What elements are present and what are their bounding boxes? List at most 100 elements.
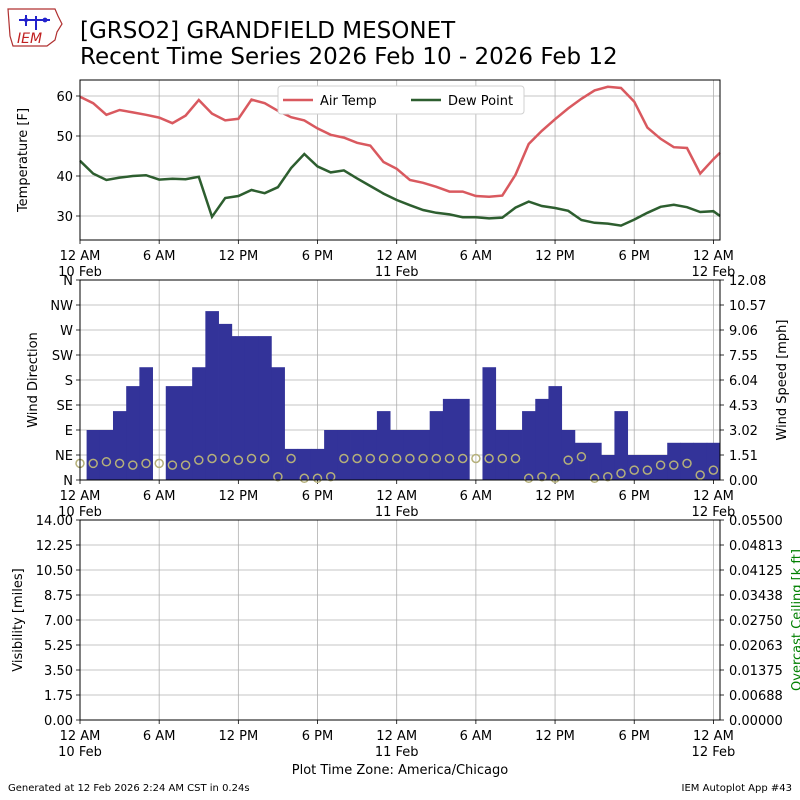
wind-direction-bar <box>693 442 708 480</box>
ceiling-tick-label: 0.01375 <box>729 664 783 679</box>
wind-direction-bar <box>231 336 246 480</box>
y-axis-label-visibility: Visibility [miles] <box>11 568 26 671</box>
ceiling-tick-label: 0.03438 <box>729 589 783 604</box>
direction-tick-label: N <box>63 274 73 289</box>
wind-speed-marker <box>405 453 415 464</box>
visibility-tick-label: 12.25 <box>36 539 73 554</box>
wind-speed-marker <box>682 458 692 469</box>
ceiling-tick-label: 0.04813 <box>729 539 783 554</box>
wind-speed-marker <box>128 460 138 470</box>
y-tick-label: 60 <box>56 90 73 105</box>
wind-direction-bar <box>297 448 312 480</box>
generated-note: Generated at 12 Feb 2026 2:24 AM CST in … <box>8 783 250 794</box>
wind-speed-marker <box>114 458 125 469</box>
wind-direction-bar <box>522 411 536 480</box>
wind-speed-marker <box>378 453 389 464</box>
x-tick-label: 6 PM <box>302 729 333 744</box>
wind-speed-marker <box>655 460 666 470</box>
x-tick-label-date: 12 Feb <box>692 265 736 280</box>
wind-speed-marker <box>207 453 217 464</box>
wind-speed-marker <box>154 458 164 469</box>
x-tick-label-date: 10 Feb <box>58 745 102 760</box>
visibility-tick-label: 0.00 <box>44 714 73 729</box>
direction-tick-label: NE <box>55 449 73 464</box>
wind-speed-marker <box>444 453 455 464</box>
x-tick-label: 6 PM <box>618 489 649 504</box>
wind-direction-bar <box>588 442 602 480</box>
x-tick-label: 12 AM <box>60 249 101 264</box>
visibility-tick-label: 3.50 <box>44 664 73 679</box>
wind-direction-bar <box>218 323 233 480</box>
ceiling-tick-label: 0.02750 <box>729 614 783 629</box>
wind-direction-bar <box>244 336 259 480</box>
speed-tick-label: 6.04 <box>729 374 758 389</box>
y-tick-label: 50 <box>56 130 73 145</box>
ceiling-tick-label: 0.04125 <box>729 564 783 579</box>
x-tick-label: 6 PM <box>302 489 333 504</box>
x-tick-label-date: 10 Feb <box>58 505 102 520</box>
air-temp-line <box>79 85 721 199</box>
wind-direction-bar <box>627 455 642 480</box>
wind-speed-marker <box>537 471 547 482</box>
wind-speed-marker <box>431 453 442 464</box>
wind-direction-bar <box>654 455 668 480</box>
x-tick-label: 12 AM <box>60 489 101 504</box>
visibility-tick-label: 14.00 <box>36 514 73 529</box>
x-tick-label: 12 AM <box>376 729 417 744</box>
wind-direction-bar <box>548 386 563 480</box>
wind-speed-marker <box>457 453 468 464</box>
x-tick-label-date: 11 Feb <box>375 265 419 280</box>
wind-speed-marker <box>365 453 376 464</box>
wind-direction-bar <box>640 455 655 480</box>
wind-speed-marker <box>471 453 481 464</box>
x-tick-label-date: 10 Feb <box>58 265 102 280</box>
direction-tick-label: E <box>65 424 73 439</box>
x-tick-label: 12 PM <box>535 489 575 504</box>
x-tick-label: 12 AM <box>693 489 734 504</box>
wind-direction-bar <box>442 398 457 480</box>
x-tick-label: 12 PM <box>218 249 258 264</box>
wind-speed-marker <box>589 473 600 484</box>
wind-direction-bar <box>284 448 299 480</box>
wind-speed-marker <box>88 458 98 469</box>
x-tick-label-date: 11 Feb <box>375 505 419 520</box>
ceiling-tick-label: 0.02063 <box>729 639 783 654</box>
wind-speed-marker <box>391 453 402 464</box>
wind-speed-marker <box>167 460 178 470</box>
wind-speed-marker <box>629 465 639 475</box>
y-axis-label-speed: Wind Speed [mph] <box>775 320 790 441</box>
direction-tick-label: SE <box>57 399 73 414</box>
wind-speed-marker <box>669 460 679 470</box>
direction-tick-label: N <box>63 474 73 489</box>
wind-direction-bar <box>535 398 549 480</box>
svg-text:IEM: IEM <box>17 31 42 47</box>
speed-tick-label: 0.00 <box>729 474 758 489</box>
wind-speed-marker <box>418 453 428 464</box>
wind-direction-bar <box>680 442 695 480</box>
legend-label-dew-point: Dew Point <box>448 94 513 109</box>
wind-speed-marker <box>510 453 521 464</box>
x-tick-label: 6 AM <box>143 729 176 744</box>
visibility-tick-label: 1.75 <box>44 689 73 704</box>
dew-point-line <box>79 152 721 227</box>
app-credit: IEM Autoplot App #43 <box>681 783 792 794</box>
wind-speed-marker <box>523 473 534 484</box>
speed-tick-label: 10.57 <box>729 299 766 314</box>
wind-speed-marker <box>220 453 230 464</box>
visibility-tick-label: 5.25 <box>44 639 73 654</box>
wind-speed-marker <box>695 470 705 480</box>
wind-speed-marker <box>484 453 494 464</box>
x-tick-label: 12 PM <box>535 249 575 264</box>
y-axis-label-ceiling: Overcast Ceiling [k ft] <box>790 549 800 691</box>
wind-direction-bar <box>614 411 629 480</box>
x-tick-label: 12 AM <box>376 249 417 264</box>
direction-tick-label: SW <box>52 349 73 364</box>
wind-speed-marker <box>708 465 719 475</box>
x-tick-label: 6 PM <box>618 729 649 744</box>
wind-speed-marker <box>563 455 573 465</box>
x-tick-label: 12 PM <box>218 729 258 744</box>
wind-speed-marker <box>299 473 310 484</box>
wind-direction-bar <box>86 430 101 480</box>
speed-tick-label: 3.02 <box>729 424 758 439</box>
